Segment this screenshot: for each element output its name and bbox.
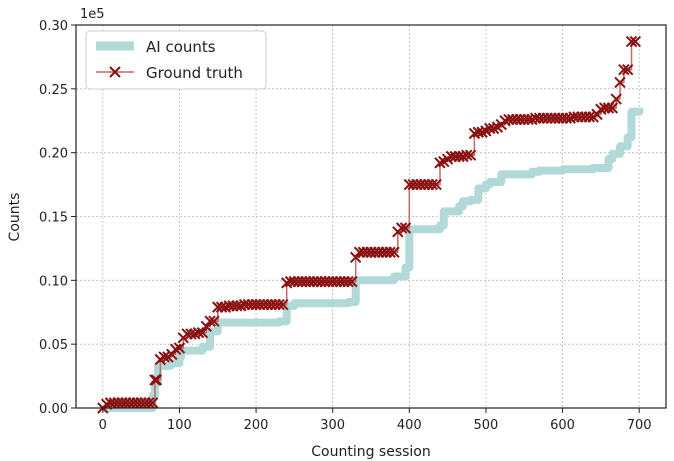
ground-truth-point [150,374,163,386]
ground-truth-point [342,275,354,288]
ground-truth-point [618,63,630,76]
series-ground-truth-markers [97,35,642,414]
y-tick-label: 0.20 [39,147,68,162]
ground-truth-point [487,122,500,135]
y-tick-label: 0.00 [39,402,68,417]
ground-truth-point [476,126,488,138]
legend-marker-ground-truth [109,66,121,78]
y-tick-label: 0.15 [39,211,68,226]
ground-truth-point [434,157,446,169]
ground-truth-point [430,178,442,191]
ground-truth-point [610,93,622,105]
legend-label-ai-counts: AI counts [146,38,216,56]
ground-truth-point [464,149,477,161]
ground-truth-point [384,246,396,258]
ticks: 0 100 200 300 400 500 600 700 0.00 0.05 0.10 0.15 0.… [39,19,652,433]
y-tick-label: 0.05 [39,338,68,353]
x-tick-label: 100 [167,418,192,433]
ground-truth-point [204,315,216,327]
y-offset-label: 1e5 [80,7,105,22]
ground-truth-point [158,351,170,363]
x-tick-label: 0 [99,418,107,433]
ground-truth-point [208,315,220,327]
ground-truth-point [146,397,159,409]
ground-truth-point [388,246,400,258]
ground-truth-point [606,102,619,114]
legend-label-ground-truth: Ground truth [146,64,243,82]
ground-truth-point [461,149,473,161]
x-tick-label: 300 [320,418,345,433]
ground-truth-point [346,275,358,288]
ground-truth-point [426,178,439,191]
ground-truth-point [583,111,596,123]
x-tick-label: 200 [244,418,269,433]
x-tick-label: 500 [474,418,499,433]
y-tick-label: 0.30 [39,19,68,34]
ground-truth-point [621,63,634,76]
x-tick-label: 400 [397,418,422,433]
x-tick-label: 700 [627,418,652,433]
legend-x-marker [109,66,121,78]
x-axis-label: Counting session [311,444,431,460]
ground-truth-point [614,76,626,89]
legend: AI counts Ground truth [85,30,267,90]
ground-truth-point [399,222,412,234]
ground-truth-point [629,35,642,48]
y-tick-label: 0.10 [39,274,68,289]
series-ai-counts-line [102,107,644,412]
ground-truth-point [169,343,182,355]
x-tick-label: 600 [550,418,575,433]
ground-truth-point [173,342,186,354]
ground-truth-point [273,298,285,311]
ground-truth-point [277,298,289,311]
ground-truth-point [143,397,155,409]
y-axis-label: Counts [7,193,23,242]
ground-truth-point [149,374,161,386]
y-tick-label: 0.25 [39,83,68,98]
ground-truth-point [625,35,638,48]
ground-truth-point [196,326,209,339]
ground-truth-point [395,222,408,234]
series-layer [97,35,644,414]
